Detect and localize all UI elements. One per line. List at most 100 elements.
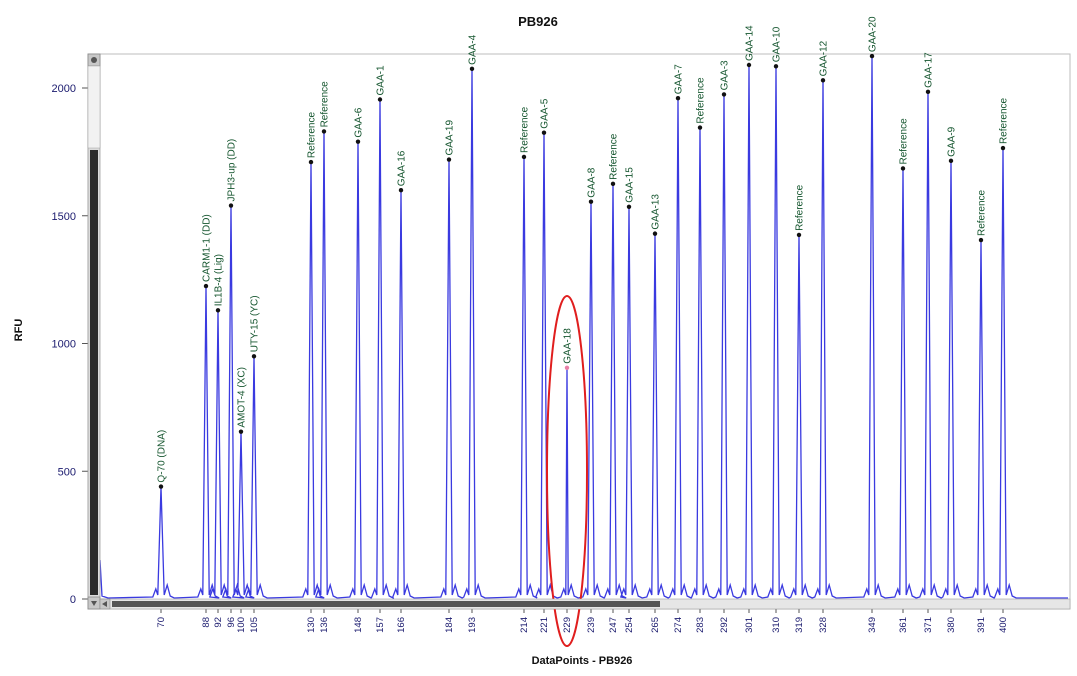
peak-label: GAA-5 bbox=[540, 98, 551, 128]
peak-label: GAA-3 bbox=[720, 60, 731, 90]
peak-label: GAA-12 bbox=[819, 40, 830, 76]
peak-label: GAA-9 bbox=[947, 126, 958, 156]
x-tick-label: 221 bbox=[539, 617, 550, 633]
x-tick-label: 166 bbox=[396, 617, 407, 633]
x-tick-label: 310 bbox=[771, 617, 782, 633]
y-tick-label: 2000 bbox=[52, 83, 76, 95]
peak-label: GAA-18 bbox=[563, 328, 574, 364]
x-tick-label: 105 bbox=[249, 617, 260, 633]
x-tick-label: 274 bbox=[673, 617, 684, 633]
x-tick-label: 88 bbox=[201, 617, 212, 628]
x-tick-label: 301 bbox=[744, 617, 755, 633]
highlight-ellipse bbox=[546, 295, 588, 647]
peak-marker bbox=[925, 89, 931, 95]
x-tick-label: 247 bbox=[608, 617, 619, 633]
peak-label: JPH3-up (DD) bbox=[227, 139, 238, 202]
peak-labels: Q-70 (DNA) CARM1-1 (DD) IL1B-4 (Lig) JPH3-u… bbox=[157, 16, 1010, 483]
peak-label: Reference bbox=[999, 97, 1010, 144]
scroll-down-icon bbox=[91, 601, 97, 606]
peak-label: GAA-1 bbox=[376, 65, 387, 95]
peak-marker bbox=[820, 78, 826, 83]
x-axis-title: DataPoints - PB926 bbox=[532, 655, 633, 667]
peak-label: GAA-14 bbox=[745, 25, 756, 61]
vertical-scrollbar-track-light[interactable] bbox=[87, 65, 101, 149]
peak-marker bbox=[541, 130, 547, 135]
peak-marker bbox=[746, 62, 752, 68]
peak-marker bbox=[978, 237, 984, 243]
peak-marker bbox=[377, 97, 383, 102]
x-tick-label: 283 bbox=[695, 617, 706, 633]
rfu-trace-line bbox=[99, 56, 1068, 600]
peak-marker bbox=[398, 188, 404, 193]
peak-label: Q-70 (DNA) bbox=[157, 430, 168, 483]
scroll-up-icon bbox=[91, 57, 97, 63]
peak-marker bbox=[900, 166, 906, 171]
x-tick-label: 92 bbox=[213, 617, 224, 628]
peak-label: GAA-16 bbox=[397, 150, 408, 186]
peak-marker bbox=[203, 283, 209, 289]
y-tick-label: 1000 bbox=[52, 339, 76, 351]
vertical-scrollbar-thumb[interactable] bbox=[90, 150, 98, 595]
x-tick-label: 328 bbox=[818, 617, 829, 633]
vertical-scrollbar[interactable] bbox=[87, 53, 101, 610]
x-tick-label: 319 bbox=[794, 617, 805, 633]
horizontal-scrollbar[interactable] bbox=[99, 598, 1071, 610]
peak-label: AMOT-4 (XC) bbox=[237, 367, 248, 428]
x-tick-label: 157 bbox=[375, 617, 386, 633]
peak-marker bbox=[697, 125, 703, 130]
x-tick-label: 96 bbox=[226, 617, 237, 628]
peak-marker bbox=[564, 365, 570, 370]
peak-marker bbox=[796, 232, 802, 238]
peak-marker bbox=[446, 157, 452, 162]
peak-marker bbox=[355, 139, 361, 144]
x-tick-label: 136 bbox=[319, 617, 330, 633]
horizontal-scrollbar-thumb[interactable] bbox=[112, 601, 660, 607]
peak-marker bbox=[626, 204, 632, 210]
y-tick-label: 0 bbox=[70, 594, 76, 606]
peak-markers bbox=[158, 53, 1006, 489]
peak-marker bbox=[238, 429, 244, 434]
x-tick-label: 292 bbox=[719, 617, 730, 633]
peak-marker bbox=[158, 484, 164, 489]
y-tick-label: 500 bbox=[58, 466, 76, 478]
peak-marker bbox=[588, 199, 594, 204]
peak-label: UTY-15 (YC) bbox=[250, 295, 261, 352]
x-tick-label: 391 bbox=[976, 617, 987, 633]
peak-marker bbox=[652, 231, 658, 236]
x-tick-label: 265 bbox=[650, 617, 661, 633]
peak-label: GAA-4 bbox=[468, 34, 479, 64]
x-tick-label: 193 bbox=[467, 617, 478, 633]
peak-label: IL1B-4 (Lig) bbox=[214, 254, 225, 306]
peak-label: GAA-19 bbox=[445, 120, 456, 156]
x-tick-label: 148 bbox=[353, 617, 364, 633]
y-axis-ticks: 0 500 1000 1500 2000 bbox=[52, 83, 88, 606]
peak-label: GAA-17 bbox=[924, 52, 935, 88]
peak-label: CARM1-1 (DD) bbox=[202, 214, 213, 282]
x-tick-label: 214 bbox=[519, 617, 530, 633]
peak-label: Reference bbox=[307, 112, 318, 159]
x-tick-label: 361 bbox=[898, 617, 909, 633]
peak-marker bbox=[469, 66, 475, 72]
x-tick-label: 229 bbox=[562, 617, 573, 633]
peak-marker bbox=[308, 159, 314, 165]
chart-title: PB926 bbox=[518, 14, 558, 29]
peak-label: Reference bbox=[696, 77, 707, 124]
peak-label: GAA-13 bbox=[651, 194, 662, 230]
scroll-left-icon bbox=[102, 601, 107, 607]
peak-marker bbox=[675, 96, 681, 101]
x-tick-label: 371 bbox=[923, 617, 934, 633]
peak-marker bbox=[251, 354, 257, 359]
y-tick-label: 1500 bbox=[52, 211, 76, 223]
y-axis-title: RFU bbox=[13, 319, 25, 342]
peak-label: Reference bbox=[977, 189, 988, 236]
peak-label: Reference bbox=[899, 118, 910, 165]
peak-label: GAA-8 bbox=[587, 167, 598, 197]
x-axis-ticks: 70 88 92 96 100 105 130 136 148 157 166 184 193 214 22… bbox=[156, 609, 1009, 633]
peak-marker bbox=[869, 53, 875, 59]
peak-label: Reference bbox=[520, 106, 531, 153]
x-tick-label: 100 bbox=[236, 617, 247, 633]
peak-label: GAA-20 bbox=[868, 16, 879, 52]
peak-marker bbox=[215, 308, 221, 313]
x-tick-label: 254 bbox=[624, 617, 635, 633]
